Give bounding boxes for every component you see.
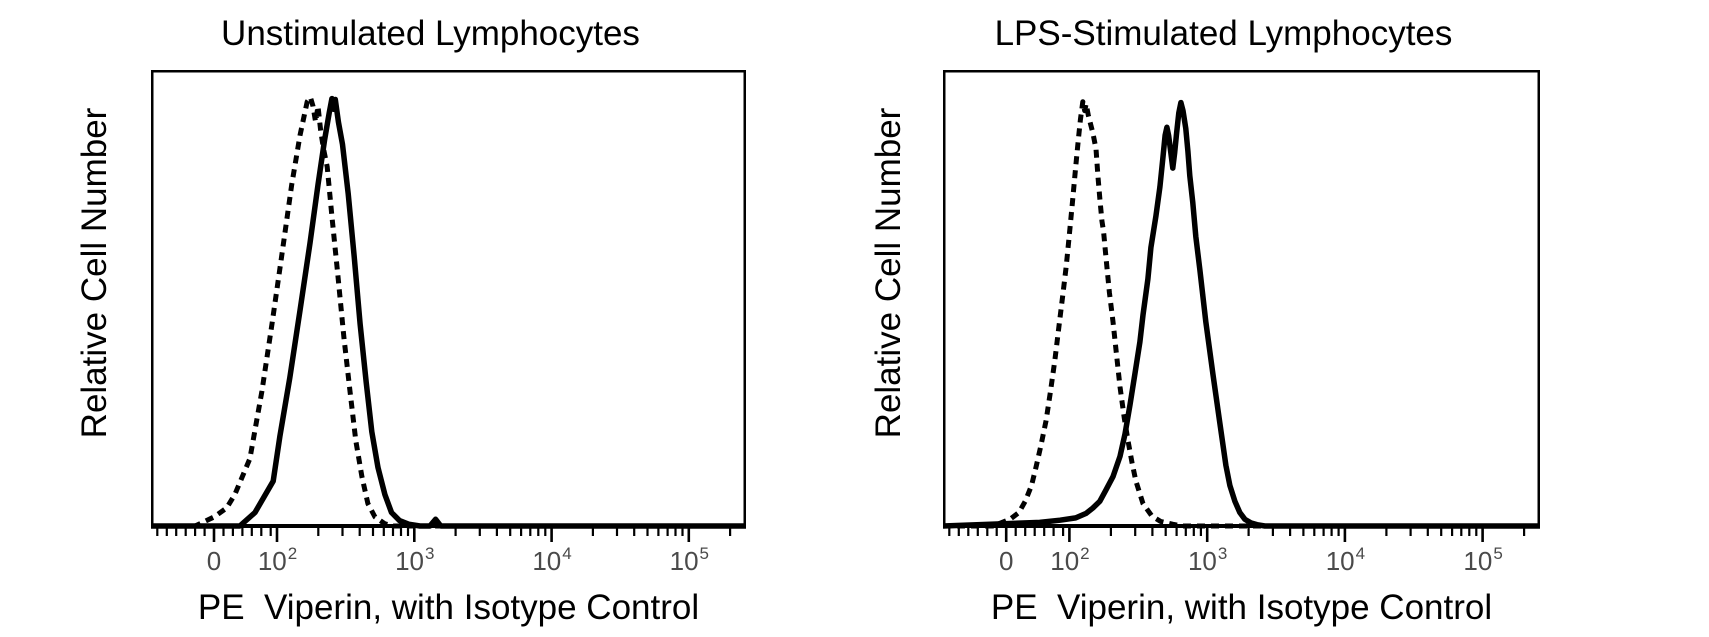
x-axis-label: PE Viperin, with Isotype Control <box>990 588 1493 627</box>
x-tick-label: 103 <box>395 544 435 576</box>
isotype-control-curve <box>151 94 746 529</box>
x-tick-label: 104 <box>532 544 572 576</box>
y-axis-label: Relative Cell Number <box>869 107 908 439</box>
x-tick-label: 102 <box>1050 544 1090 576</box>
x-tick-label: 102 <box>257 544 298 576</box>
x-tick-label: 105 <box>1463 544 1503 576</box>
x-tick-label: 103 <box>1187 544 1228 576</box>
x-tick-label: 0 <box>206 546 222 576</box>
viperin-curve <box>943 99 1540 529</box>
y-axis-label: Relative Cell Number <box>75 107 114 439</box>
x-tick-label: 105 <box>669 544 710 576</box>
x-tick-label: 0 <box>998 546 1014 576</box>
plot-border <box>943 70 1540 527</box>
panel-title-lps-stimulated: LPS-Stimulated Lymphocytes <box>994 14 1453 53</box>
x-axis-label: PE Viperin, with Isotype Control <box>197 588 700 627</box>
x-tick-label: 104 <box>1325 544 1366 576</box>
viperin-curve <box>151 95 746 529</box>
panel-title-unstimulated: Unstimulated Lymphocytes <box>221 14 640 53</box>
plot-border <box>151 70 746 527</box>
histogram-plot-unstimulated <box>151 70 746 542</box>
isotype-control-curve <box>943 99 1540 529</box>
histogram-plot-lps-stimulated <box>943 70 1540 542</box>
